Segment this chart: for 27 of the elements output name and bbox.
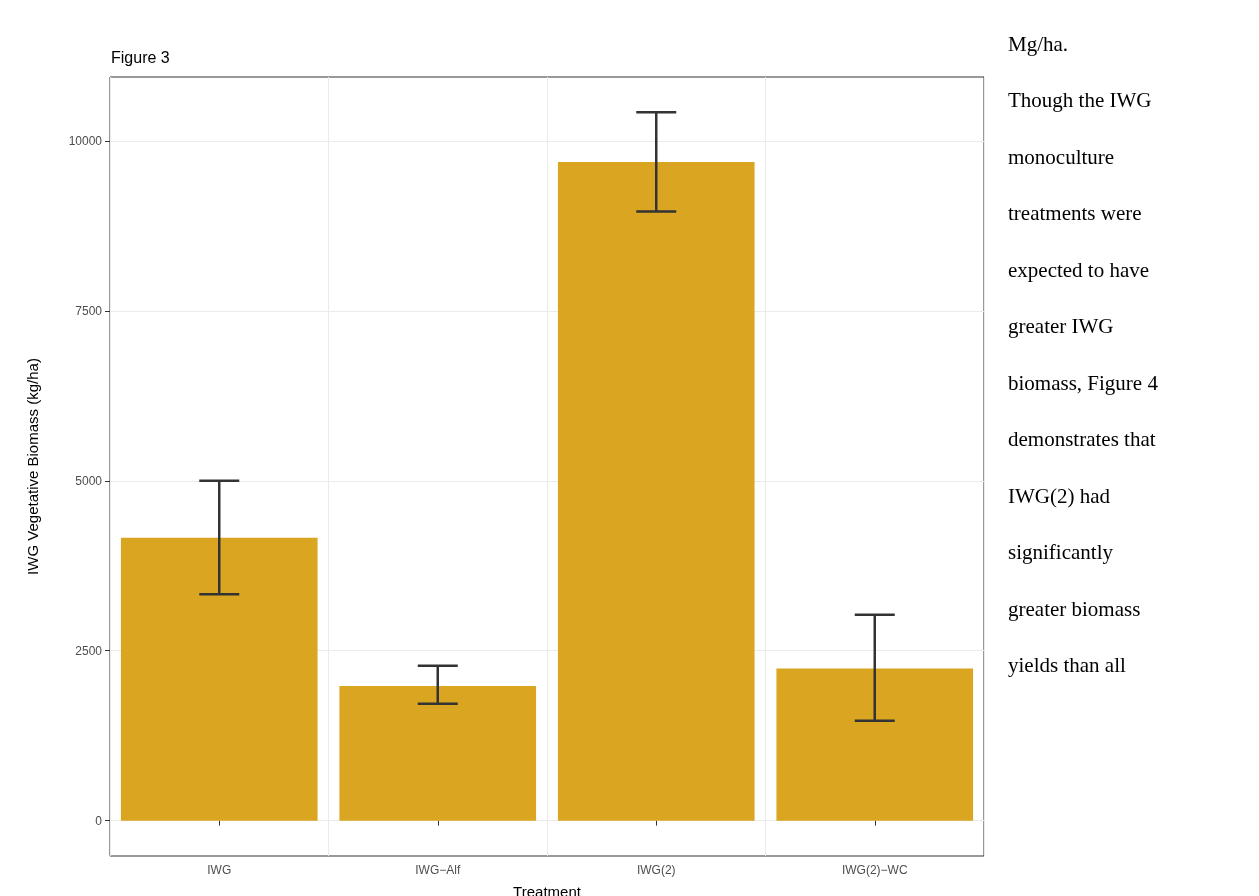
x-tick-label: IWG: [207, 863, 232, 877]
text: IWG(2) had: [1008, 483, 1111, 508]
y-tick-label: 0: [95, 813, 103, 828]
text: yields than all: [1008, 653, 1126, 677]
text: greater IWG: [1008, 314, 1114, 338]
bar: [557, 161, 755, 821]
text: treatments were: [1008, 201, 1142, 225]
x-tick-label: IWG(2)−WC: [841, 863, 908, 877]
y-tick-label: 10000: [68, 133, 103, 148]
text: expected to have: [1008, 257, 1150, 282]
x-tick-label: IWG−Alf: [415, 863, 461, 877]
bar: [339, 686, 537, 821]
x-tick-label: IWG(2): [636, 863, 676, 877]
bar: [120, 537, 318, 821]
text: biomass, Figure 4: [1008, 370, 1159, 395]
text: Mg/ha.: [1008, 31, 1069, 56]
y-axis-title: IWG Vegetative Biomass (kg/ha): [24, 358, 41, 575]
y-tick-label: 2500: [75, 643, 103, 658]
text: greater biomass: [1008, 596, 1141, 621]
y-tick-label: 7500: [75, 303, 103, 318]
text: monoculture: [1008, 144, 1115, 169]
chart-title: Figure 3: [111, 48, 170, 66]
text: demonstrates that: [1008, 427, 1156, 451]
y-tick-label: 5000: [75, 473, 103, 488]
text: significantly: [1008, 540, 1114, 564]
bar: [776, 668, 974, 821]
text: Though the IWG: [1008, 88, 1152, 112]
